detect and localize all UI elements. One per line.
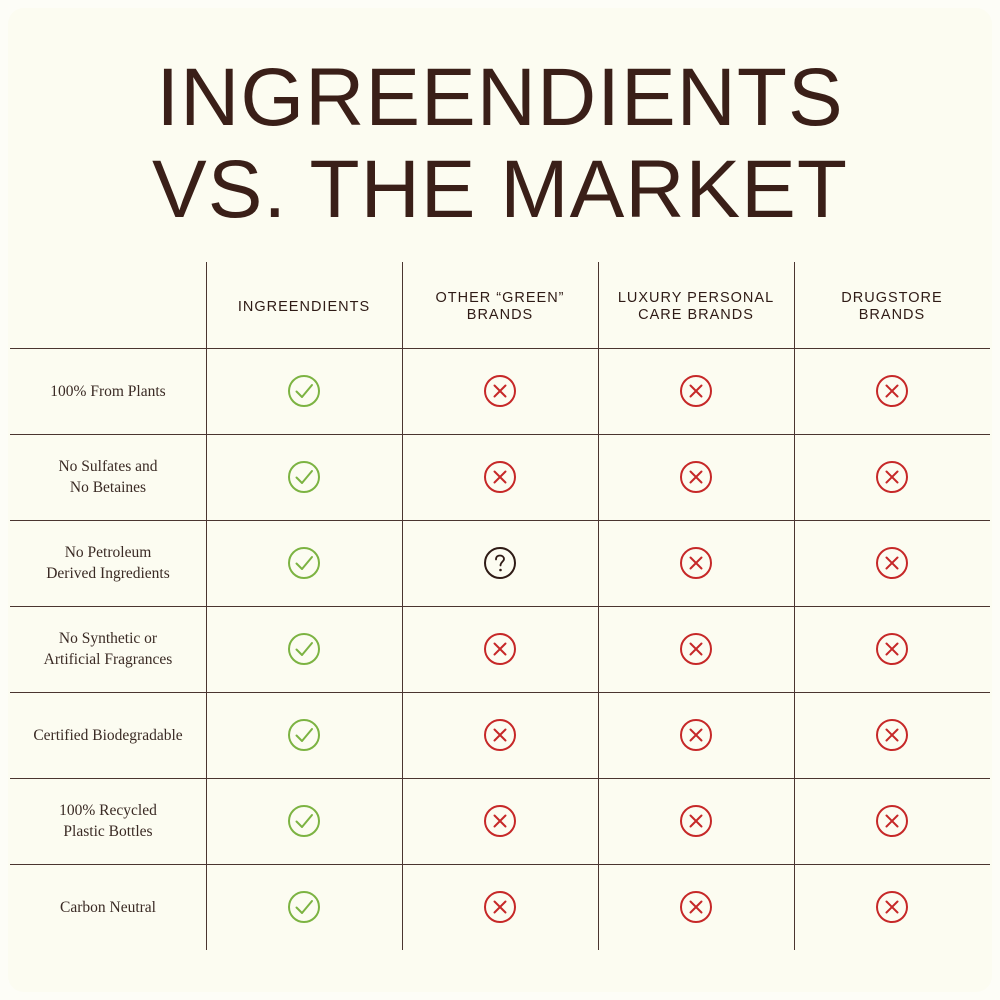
row-label: No Sulfates and No Betaines xyxy=(58,458,158,496)
x-circle-icon xyxy=(794,348,990,434)
x-circle-icon xyxy=(598,606,794,692)
row-divider xyxy=(10,520,990,521)
x-circle-icon xyxy=(598,434,794,520)
table-row: Certified Biodegradable xyxy=(10,692,990,778)
x-circle-icon xyxy=(402,348,598,434)
question-circle-icon xyxy=(402,520,598,606)
table-row: No Petroleum Derived Ingredients xyxy=(10,520,990,606)
table-row: Carbon Neutral xyxy=(10,864,990,950)
column-header-line: BRANDS xyxy=(466,307,534,323)
x-circle-icon xyxy=(402,692,598,778)
x-circle-icon xyxy=(598,864,794,950)
row-divider xyxy=(10,864,990,865)
x-circle-icon xyxy=(794,864,990,950)
x-circle-icon xyxy=(794,692,990,778)
column-header-line: LUXURY PERSONAL xyxy=(617,290,775,306)
row-label: 100% From Plants xyxy=(50,382,166,400)
column-divider xyxy=(206,262,207,950)
column-divider xyxy=(598,262,599,950)
check-circle-icon xyxy=(206,434,402,520)
column-header-drugstore-brands: DRUGSTORE BRANDS xyxy=(794,262,990,348)
column-header-line: BRANDS xyxy=(858,307,926,323)
x-circle-icon xyxy=(794,520,990,606)
x-circle-icon xyxy=(794,606,990,692)
row-label: Carbon Neutral xyxy=(60,898,156,916)
page-title: INGREENDIENTS VS. THE MARKET xyxy=(0,52,1000,236)
table-row: No Sulfates and No Betaines xyxy=(10,434,990,520)
x-circle-icon xyxy=(402,864,598,950)
check-circle-icon xyxy=(206,606,402,692)
row-divider xyxy=(10,606,990,607)
column-header-ingreendients: INGREENDIENTS xyxy=(206,262,402,348)
check-circle-icon xyxy=(206,864,402,950)
row-label: No Synthetic or Artificial Fragrances xyxy=(43,630,173,668)
row-divider xyxy=(10,348,990,349)
column-header-luxury-brands: LUXURY PERSONAL CARE BRANDS xyxy=(598,262,794,348)
check-circle-icon xyxy=(206,778,402,864)
check-circle-icon xyxy=(206,692,402,778)
row-label: Certified Biodegradable xyxy=(33,726,183,744)
column-divider xyxy=(794,262,795,950)
row-divider xyxy=(10,778,990,779)
x-circle-icon xyxy=(598,520,794,606)
check-circle-icon xyxy=(206,520,402,606)
x-circle-icon xyxy=(794,434,990,520)
title-line-2: VS. THE MARKET xyxy=(152,144,848,235)
comparison-card xyxy=(8,8,992,992)
table-row: 100% From Plants xyxy=(10,348,990,434)
check-circle-icon xyxy=(206,348,402,434)
table-row: 100% Recycled Plastic Bottles xyxy=(10,778,990,864)
x-circle-icon xyxy=(402,778,598,864)
table-header-row: INGREENDIENTS OTHER “GREEN” BRANDS LUXUR… xyxy=(10,262,990,348)
column-header-line: DRUGSTORE xyxy=(841,290,943,306)
x-circle-icon xyxy=(402,606,598,692)
table-row: No Synthetic or Artificial Fragrances xyxy=(10,606,990,692)
row-label: No Petroleum Derived Ingredients xyxy=(46,544,170,582)
row-label: 100% Recycled Plastic Bottles xyxy=(59,802,157,840)
comparison-table: INGREENDIENTS OTHER “GREEN” BRANDS LUXUR… xyxy=(10,262,990,950)
column-header-line: INGREENDIENTS xyxy=(237,298,371,315)
x-circle-icon xyxy=(794,778,990,864)
column-divider xyxy=(402,262,403,950)
x-circle-icon xyxy=(402,434,598,520)
x-circle-icon xyxy=(598,778,794,864)
x-circle-icon xyxy=(598,692,794,778)
column-header-line: OTHER “GREEN” xyxy=(435,290,565,306)
title-line-1: INGREENDIENTS xyxy=(156,52,844,143)
column-header-line: CARE BRANDS xyxy=(638,307,754,323)
row-divider xyxy=(10,434,990,435)
header-empty-cell xyxy=(10,262,206,348)
row-divider xyxy=(10,692,990,693)
column-header-other-green-brands: OTHER “GREEN” BRANDS xyxy=(402,262,598,348)
x-circle-icon xyxy=(598,348,794,434)
